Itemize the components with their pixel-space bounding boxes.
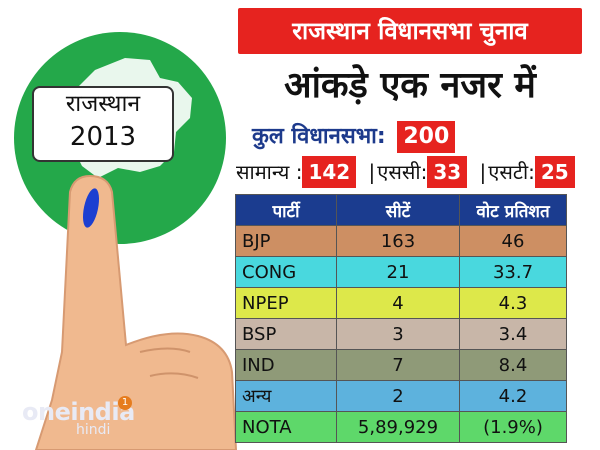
general-value: 142 <box>302 156 357 188</box>
sc-label: एससी: <box>377 160 428 184</box>
oneindia-logo: oneindia hindi <box>22 398 142 444</box>
table-row: अन्य 2 4.2 <box>235 380 567 412</box>
state-year-label: राजस्थान 2013 <box>32 86 174 162</box>
table-row: BJP 163 46 <box>235 225 567 257</box>
category-row: सामान्य :142 | एससी: 33 | एसटी: 25 <box>236 156 575 188</box>
vote-cell: 4.3 <box>459 287 567 319</box>
vote-cell: 4.2 <box>459 380 567 412</box>
party-cell: अन्य <box>235 380 337 412</box>
vote-cell: 8.4 <box>459 349 567 381</box>
seats-cell: 21 <box>336 256 460 288</box>
party-cell: BSP <box>235 318 337 350</box>
seats-cell: 3 <box>336 318 460 350</box>
party-cell: CONG <box>235 256 337 288</box>
vote-cell: 46 <box>459 225 567 257</box>
total-seats-row: कुल विधानसभा: 200 <box>252 121 456 153</box>
year: 2013 <box>69 122 137 152</box>
table-row: IND 7 8.4 <box>235 349 567 381</box>
results-table: पार्टी सीटें वोट प्रतिशत BJP 163 46 CONG… <box>235 194 567 443</box>
seats-header: सीटें <box>336 194 460 226</box>
party-cell: BJP <box>235 225 337 257</box>
vote-cell: (1.9%) <box>459 411 567 443</box>
vote-percent-header: वोट प्रतिशत <box>459 194 567 226</box>
party-header: पार्टी <box>235 194 337 226</box>
logo-badge-icon: 1 <box>118 396 132 410</box>
table-row: NPEP 4 4.3 <box>235 287 567 319</box>
party-cell: IND <box>235 349 337 381</box>
subtitle: आंकड़े एक नजर में <box>284 65 536 106</box>
table-row: CONG 21 33.7 <box>235 256 567 288</box>
party-cell: NPEP <box>235 287 337 319</box>
vote-cell: 33.7 <box>459 256 567 288</box>
separator: | <box>368 160 376 184</box>
sc-value: 33 <box>427 156 468 188</box>
party-cell: NOTA <box>235 411 337 443</box>
seats-cell: 5,89,929 <box>336 411 460 443</box>
st-label: एसटी: <box>488 160 535 184</box>
table-row: BSP 3 3.4 <box>235 318 567 350</box>
table-row: NOTA 5,89,929 (1.9%) <box>235 411 567 443</box>
general-label: सामान्य : <box>236 160 303 184</box>
logo-sub: hindi <box>76 422 111 438</box>
vote-cell: 3.4 <box>459 318 567 350</box>
seats-cell: 4 <box>336 287 460 319</box>
seats-cell: 7 <box>336 349 460 381</box>
separator: | <box>479 160 487 184</box>
title-banner: राजस्थान विधानसभा चुनाव <box>238 8 582 54</box>
seats-cell: 2 <box>336 380 460 412</box>
seats-cell: 163 <box>336 225 460 257</box>
total-seats-value: 200 <box>397 121 456 153</box>
total-seats-label: कुल विधानसभा: <box>252 124 386 149</box>
state-name: राजस्थान <box>65 91 141 117</box>
logo-name: oneindia <box>22 398 135 426</box>
st-value: 25 <box>534 156 575 188</box>
table-header-row: पार्टी सीटें वोट प्रतिशत <box>235 194 567 226</box>
